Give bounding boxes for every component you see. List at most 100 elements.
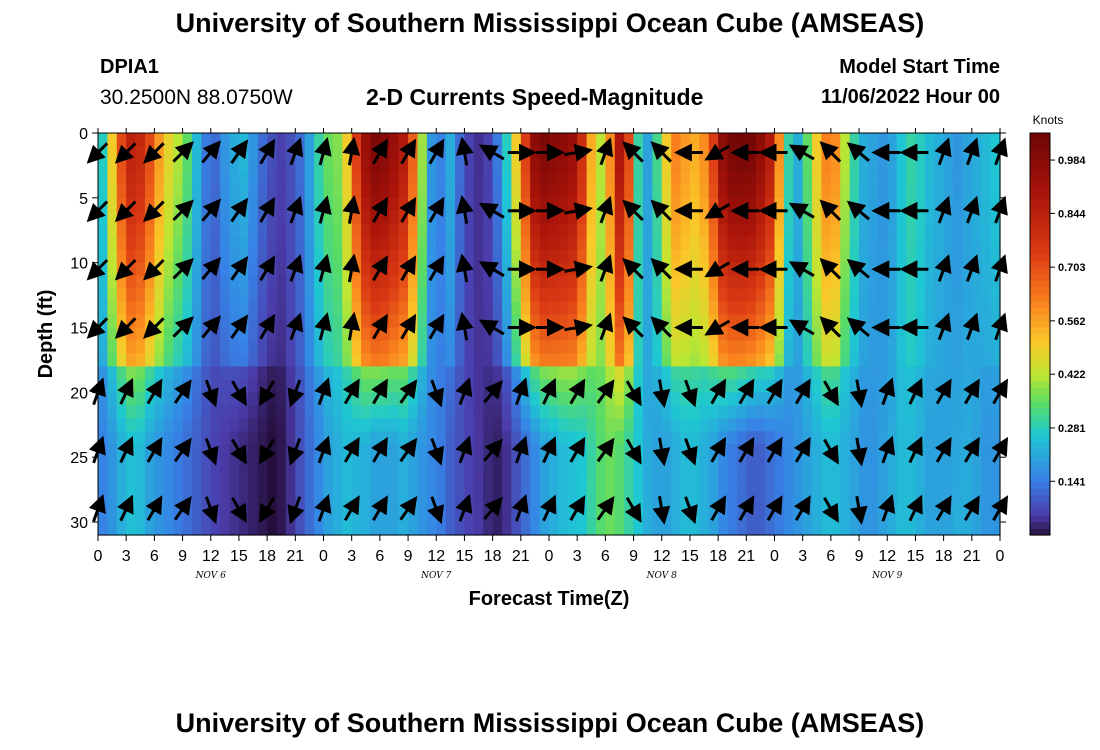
heatmap-cell <box>323 353 334 368</box>
heatmap-cell <box>689 418 700 432</box>
heatmap-cell <box>934 470 945 484</box>
heatmap-cell <box>285 366 296 380</box>
heatmap-cell <box>323 509 334 523</box>
heatmap-cell <box>135 184 146 199</box>
heatmap-cell <box>765 158 776 173</box>
heatmap-cell <box>896 171 907 186</box>
heatmap-cell <box>201 431 212 445</box>
heatmap-cell <box>398 314 409 329</box>
heatmap-cell <box>473 522 484 536</box>
heatmap-cell <box>896 392 907 406</box>
heatmap-cell <box>144 236 155 251</box>
current-vector-arrow <box>849 379 868 409</box>
current-vector-arrow <box>568 495 586 522</box>
heatmap-cell <box>765 418 776 432</box>
heatmap-cell <box>877 171 888 186</box>
heatmap-cell <box>755 210 766 225</box>
heatmap-cell <box>549 353 559 368</box>
heatmap-cell <box>755 418 766 432</box>
heatmap-cell <box>98 522 108 536</box>
heatmap-cell <box>699 353 710 368</box>
heatmap-cell <box>370 470 381 484</box>
heatmap-cell <box>464 223 475 238</box>
heatmap-cell <box>765 457 776 471</box>
heatmap-cell <box>774 522 785 536</box>
heatmap-cell <box>398 301 409 316</box>
current-vector-arrow <box>230 380 247 407</box>
heatmap-cell <box>511 405 522 419</box>
heatmap-cell <box>502 496 513 510</box>
heatmap-cell <box>323 522 334 536</box>
heatmap-cell <box>389 133 400 147</box>
heatmap-cell <box>163 327 174 342</box>
heatmap-cell <box>323 405 334 419</box>
heatmap-cell <box>342 249 353 264</box>
heatmap-cell <box>304 236 315 251</box>
heatmap-cell <box>746 197 757 212</box>
current-vector-arrow <box>478 319 505 337</box>
heatmap-cell <box>849 496 860 510</box>
heatmap-cell <box>981 133 992 147</box>
heatmap-cell <box>934 418 945 432</box>
heatmap-cell <box>201 197 212 212</box>
heatmap-cell <box>924 197 935 212</box>
heatmap-cell <box>605 418 616 432</box>
heatmap-cell <box>502 236 513 251</box>
heatmap-cell <box>370 275 381 290</box>
heatmap-cell <box>877 509 888 523</box>
heatmap-cell <box>887 314 898 329</box>
heatmap-cell <box>398 197 409 212</box>
current-vector-arrow <box>906 436 923 464</box>
heatmap-cell <box>981 314 992 329</box>
heatmap-cell <box>154 483 165 497</box>
heatmap-cell <box>191 197 202 212</box>
current-vector-arrow <box>114 258 137 281</box>
heatmap-cell <box>116 133 127 147</box>
heatmap-cell <box>332 171 343 186</box>
heatmap-cell <box>342 223 353 238</box>
heatmap-cell <box>445 301 456 316</box>
heatmap-cell <box>502 470 513 484</box>
current-vector-arrow <box>399 437 418 463</box>
heatmap-cell <box>408 457 419 471</box>
heatmap-cell <box>708 431 719 445</box>
heatmap-cell <box>812 197 823 212</box>
colorbar-segment <box>1030 488 1050 496</box>
heatmap-cell <box>624 470 635 484</box>
heatmap-cell <box>304 353 315 368</box>
heatmap-cell <box>135 366 146 380</box>
heatmap-cell <box>783 457 794 471</box>
heatmap-cell <box>708 197 719 212</box>
heatmap-cell <box>840 496 851 510</box>
heatmap-cell <box>126 133 137 147</box>
heatmap-cell <box>238 184 249 199</box>
heatmap-cell <box>859 158 870 173</box>
heatmap-cell <box>718 522 729 536</box>
heatmap-cell <box>126 171 137 186</box>
heatmap-cell <box>953 418 964 432</box>
heatmap-cell <box>605 275 616 290</box>
heatmap-cell <box>361 262 372 277</box>
heatmap-cell <box>182 457 193 471</box>
colorbar-segment <box>1030 434 1050 442</box>
heatmap-cell <box>642 197 653 212</box>
heatmap-cell <box>530 158 541 173</box>
heatmap-cell <box>567 133 578 147</box>
heatmap-cell <box>718 236 729 251</box>
heatmap-cell <box>661 223 672 238</box>
heatmap-cell <box>295 223 306 238</box>
heatmap-cell <box>389 392 400 406</box>
heatmap-cell <box>680 509 691 523</box>
heatmap-cell <box>389 197 400 212</box>
heatmap-cell <box>370 184 381 199</box>
heatmap-cell <box>445 223 456 238</box>
heatmap-cell <box>896 405 907 419</box>
heatmap-cell <box>201 184 212 199</box>
heatmap-cell <box>314 275 325 290</box>
heatmap-cell <box>830 522 841 536</box>
heatmap-cell <box>257 133 268 147</box>
colorbar-segment <box>1030 387 1050 395</box>
heatmap-cell <box>520 158 531 173</box>
heatmap-cell <box>126 288 137 303</box>
